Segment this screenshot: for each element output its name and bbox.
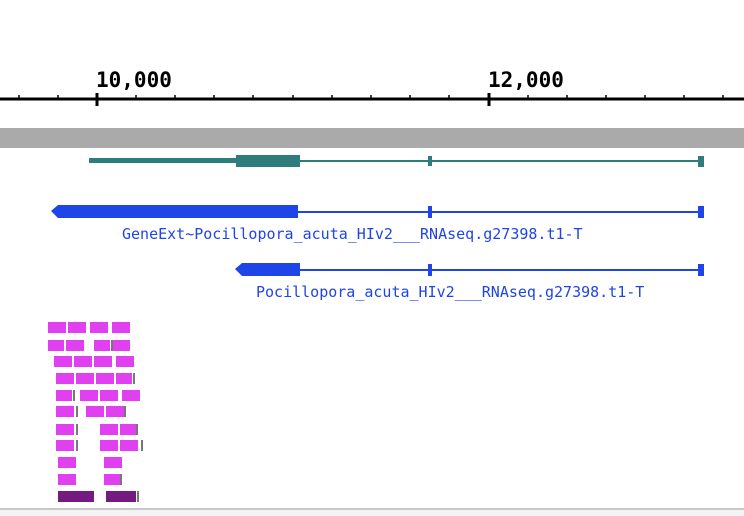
- reference-gene-feature[interactable]: [89, 155, 704, 167]
- panel-footer: [0, 510, 744, 516]
- gene-label-transcript: Pocillopora_acuta_HIv2___RNAseq.g27398.t…: [256, 283, 645, 301]
- ruler-ticks: [18, 93, 724, 106]
- read-alignments[interactable]: [48, 322, 143, 502]
- ruler: [0, 93, 744, 106]
- ruler-tick-label: 10,000: [96, 68, 172, 92]
- gene-feature-transcript[interactable]: [235, 263, 704, 276]
- gene-feature-geneext[interactable]: [51, 205, 704, 218]
- coverage-bar[interactable]: [0, 128, 744, 148]
- ruler-tick-label: 12,000: [488, 68, 564, 92]
- gene-label-geneext: GeneExt~Pocillopora_acuta_HIv2___RNAseq.…: [122, 225, 583, 243]
